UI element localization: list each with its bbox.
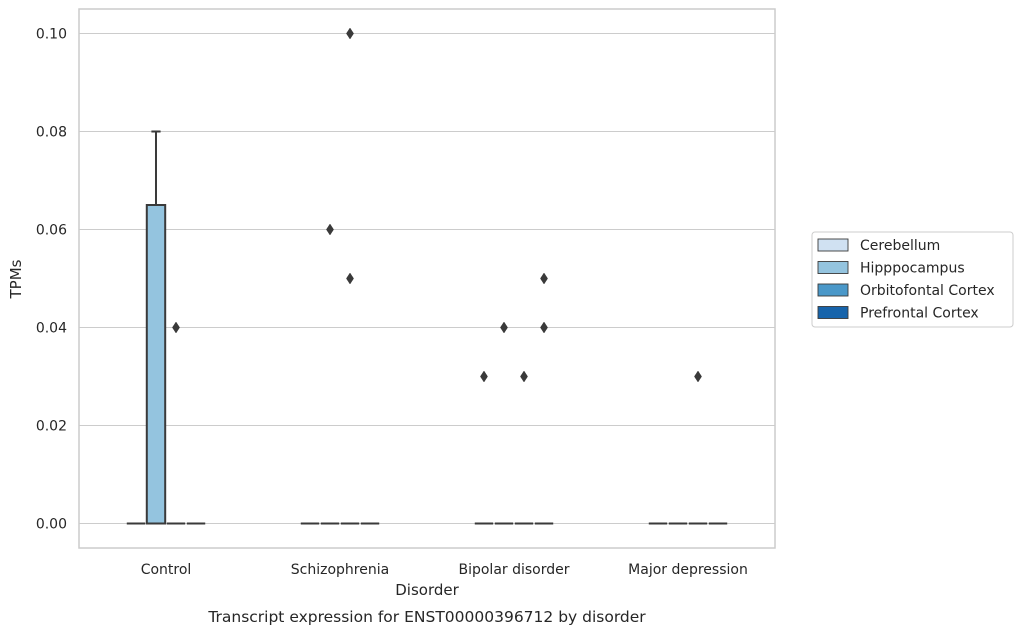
outlier-point [540, 272, 548, 285]
y-tick-label: 0.00 [36, 517, 67, 533]
box-hipppocampus [145, 204, 167, 525]
outlier-point [520, 370, 528, 383]
y-tick-label: 0.02 [36, 419, 67, 435]
outlier-point [694, 370, 702, 383]
y-tick-label: 0.10 [36, 27, 67, 43]
legend-label: Prefrontal Cortex [860, 306, 979, 322]
plot-frame [78, 8, 776, 549]
grid-layer [79, 32, 775, 525]
outlier-point [326, 223, 334, 236]
outlier-point [500, 321, 508, 334]
x-tick-label: Schizophrenia [291, 562, 389, 578]
box-layer [126, 27, 728, 525]
outlier-point [540, 321, 548, 334]
x-tick-label: Major depression [628, 562, 748, 578]
tick-layer: 0.00 0.02 0.04 0.06 0.08 0.10 Control Schizophr… [36, 27, 748, 579]
legend-label: Orbitofontal Cortex [860, 283, 995, 299]
y-tick-label: 0.06 [36, 223, 67, 239]
outlier-point [346, 272, 354, 285]
outlier-point [346, 27, 354, 40]
legend-swatch [817, 283, 849, 297]
legend-swatch [817, 261, 849, 274]
legend-swatch [817, 306, 849, 319]
legend: Cerebellum Hipppocampus Orbitofontal Corte… [811, 231, 1014, 328]
x-tick-label: Bipolar disorder [458, 562, 569, 578]
chart-caption: Transcript expression for ENST0000039671… [207, 608, 646, 626]
legend-swatch [817, 238, 849, 252]
x-axis-label: Disorder [395, 581, 459, 599]
legend-box [811, 231, 1014, 328]
x-tick-label: Control [141, 562, 192, 578]
y-tick-label: 0.08 [36, 125, 67, 141]
outlier-point [172, 321, 180, 334]
legend-label: Cerebellum [860, 238, 940, 254]
plot-border [78, 8, 776, 549]
outlier-point [480, 370, 488, 383]
y-axis-label: TPMs [7, 259, 25, 299]
legend-label: Hipppocampus [860, 261, 965, 277]
y-tick-label: 0.04 [36, 321, 67, 337]
